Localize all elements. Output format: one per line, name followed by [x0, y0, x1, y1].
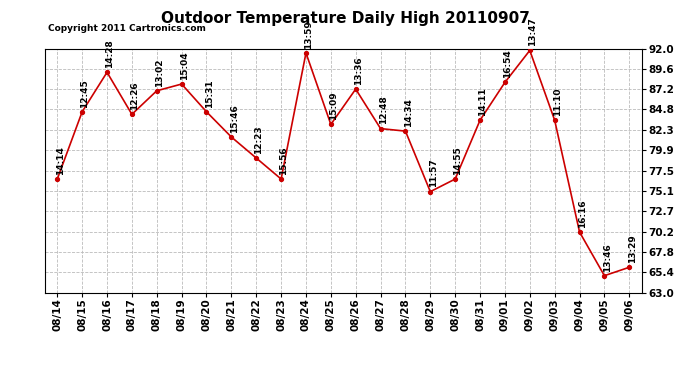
Text: 14:34: 14:34 [404, 98, 413, 127]
Text: 14:28: 14:28 [106, 39, 115, 68]
Text: 15:46: 15:46 [230, 104, 239, 133]
Text: 12:26: 12:26 [130, 81, 139, 110]
Text: 15:31: 15:31 [205, 79, 214, 108]
Text: Outdoor Temperature Daily High 20110907: Outdoor Temperature Daily High 20110907 [161, 11, 529, 26]
Text: 16:16: 16:16 [578, 199, 586, 228]
Text: 13:36: 13:36 [354, 56, 363, 85]
Text: 13:59: 13:59 [304, 20, 313, 49]
Text: 14:14: 14:14 [56, 146, 65, 175]
Text: 13:46: 13:46 [602, 243, 611, 272]
Text: 11:10: 11:10 [553, 87, 562, 116]
Text: 13:02: 13:02 [155, 58, 164, 87]
Text: 13:47: 13:47 [528, 17, 537, 46]
Text: 12:48: 12:48 [379, 96, 388, 124]
Text: 15:04: 15:04 [180, 51, 189, 80]
Text: 12:45: 12:45 [81, 79, 90, 108]
Text: 12:23: 12:23 [255, 125, 264, 154]
Text: 13:29: 13:29 [627, 234, 637, 263]
Text: Copyright 2011 Cartronics.com: Copyright 2011 Cartronics.com [48, 24, 206, 33]
Text: 11:57: 11:57 [428, 159, 437, 188]
Text: 14:55: 14:55 [453, 146, 462, 175]
Text: 15:09: 15:09 [329, 92, 338, 120]
Text: 15:56: 15:56 [279, 146, 288, 175]
Text: 14:11: 14:11 [478, 87, 487, 116]
Text: 16:54: 16:54 [503, 50, 512, 78]
